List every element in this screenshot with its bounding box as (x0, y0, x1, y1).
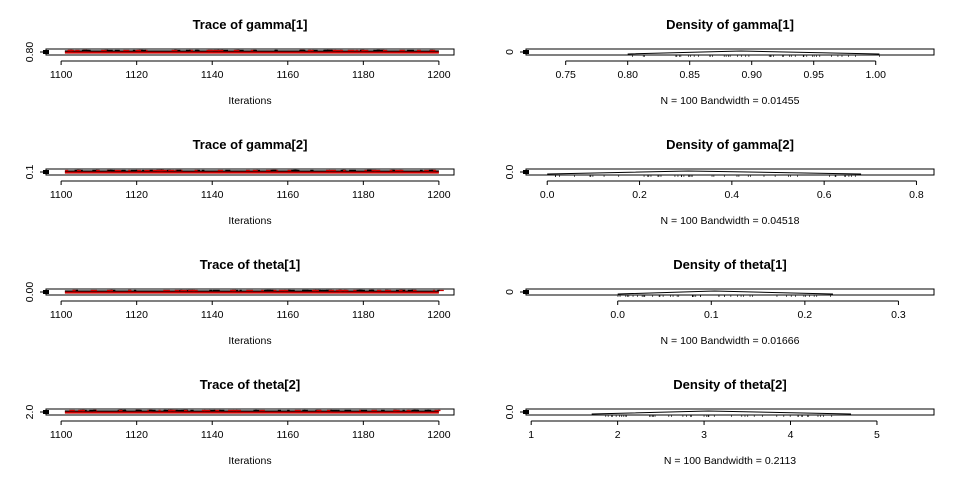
axis-marker (523, 290, 529, 294)
panel-title: Trace of theta[2] (200, 377, 300, 392)
panel-title: Trace of gamma[1] (193, 17, 308, 32)
x-tick-label: 0.75 (555, 69, 576, 81)
x-tick-label: 4 (788, 429, 794, 441)
x-tick-label: 0.2 (798, 309, 813, 321)
x-tick-label: 1120 (125, 429, 148, 441)
x-tick-label: 1200 (427, 69, 451, 81)
panel-5: Density of theta[1] 0.0 0.1 0.2 0.3 0 N = 100 … (504, 257, 935, 347)
y-tick-label: 2.0 (24, 405, 36, 420)
x-tick-label: 1160 (276, 309, 299, 321)
panel-3: Density of gamma[2] 0.0 0.2 0.4 0.6 0.8 0.0 N =… (504, 137, 935, 227)
x-tick-label: 1180 (352, 69, 375, 81)
axis-marker (523, 170, 529, 174)
x-tick-label: 1.00 (865, 69, 886, 81)
x-tick-label: 1140 (201, 429, 224, 441)
x-tick-label: 0.0 (610, 309, 625, 321)
x-tick-label: 5 (874, 429, 880, 441)
panel-title: Density of gamma[1] (666, 17, 794, 32)
axis-marker (43, 290, 49, 294)
x-tick-label: 0.0 (540, 189, 555, 201)
x-tick-label: 1100 (50, 309, 73, 321)
x-axis-label: N = 100 Bandwidth = 0.01666 (661, 335, 800, 347)
x-tick-label: 1120 (125, 69, 148, 81)
y-tick-label: 0.0 (504, 165, 516, 180)
x-tick-label: 0.95 (803, 69, 824, 81)
y-tick-label: 0.80 (24, 42, 36, 63)
x-tick-label: 1140 (201, 69, 224, 81)
x-tick-label: 1160 (276, 69, 299, 81)
x-tick-label: 1180 (352, 429, 375, 441)
x-tick-label: 0.80 (617, 69, 638, 81)
panel-title: Density of gamma[2] (666, 137, 794, 152)
x-tick-label: 1140 (201, 189, 224, 201)
density-curve (591, 410, 852, 415)
x-axis-label: Iterations (228, 335, 271, 347)
x-tick-label: 1140 (201, 309, 224, 321)
axis-marker (43, 410, 49, 414)
x-tick-label: 3 (701, 429, 707, 441)
plot-frame (525, 288, 935, 296)
x-tick-label: 1200 (427, 309, 451, 321)
x-tick-label: 1100 (50, 189, 73, 201)
x-tick-label: 0.3 (891, 309, 906, 321)
density-curve (547, 170, 862, 175)
x-tick-label: 0.8 (909, 189, 924, 201)
panel-0: Trace of gamma[1] 1100 1120 1140 1160 1180 120… (24, 17, 455, 107)
x-tick-label: 0.6 (817, 189, 832, 201)
x-tick-label: 0.4 (725, 189, 740, 201)
x-axis-label: N = 100 Bandwidth = 0.04518 (661, 215, 800, 227)
x-tick-label: 0.85 (679, 69, 700, 81)
y-tick-label: 0.1 (24, 165, 36, 180)
x-tick-label: 0.90 (741, 69, 762, 81)
panel-title: Density of theta[1] (673, 257, 786, 272)
plot-frame (525, 408, 935, 416)
axis-marker (523, 50, 529, 54)
x-tick-label: 1120 (125, 309, 148, 321)
x-tick-label: 1180 (352, 189, 375, 201)
x-axis-label: N = 100 Bandwidth = 0.01455 (661, 95, 800, 107)
x-tick-label: 1160 (276, 189, 299, 201)
panel-title: Trace of gamma[2] (193, 137, 308, 152)
panel-title: Trace of theta[1] (200, 257, 300, 272)
panel-1: Density of gamma[1] 0.75 0.80 0.85 0.90 0.95 1… (504, 17, 935, 107)
density-curve (627, 50, 880, 55)
y-tick-label: 0.00 (24, 282, 36, 303)
panel-6: Trace of theta[2] 1100 1120 1140 1160 1180 120… (24, 377, 455, 467)
x-axis-label: N = 100 Bandwidth = 0.2113 (664, 455, 796, 467)
x-tick-label: 1120 (125, 189, 148, 201)
density-curve (617, 290, 833, 295)
x-axis-label: Iterations (228, 215, 271, 227)
x-tick-label: 1100 (50, 429, 73, 441)
axis-marker (43, 170, 49, 174)
panel-title: Density of theta[2] (673, 377, 786, 392)
x-axis-label: Iterations (228, 455, 271, 467)
x-tick-label: 1200 (427, 189, 451, 201)
x-tick-label: 1200 (427, 429, 451, 441)
x-tick-label: 0.1 (704, 309, 719, 321)
y-tick-label: 0 (504, 49, 516, 55)
axis-marker (523, 410, 529, 414)
y-tick-label: 0.0 (504, 405, 516, 420)
axis-marker (43, 50, 49, 54)
x-tick-label: 0.2 (632, 189, 647, 201)
panel-2: Trace of gamma[2] 1100 1120 1140 1160 1180 120… (24, 137, 455, 227)
y-tick-label: 0 (504, 289, 516, 295)
panel-7: Density of theta[2] 1 2 3 4 5 0.0 N = 100 Bandw… (504, 377, 935, 467)
x-tick-label: 2 (615, 429, 621, 441)
x-axis-label: Iterations (228, 95, 271, 107)
x-tick-label: 1100 (50, 69, 73, 81)
x-tick-label: 1 (528, 429, 534, 441)
x-tick-label: 1160 (276, 429, 299, 441)
x-tick-label: 1180 (352, 309, 375, 321)
panel-4: Trace of theta[1] 1100 1120 1140 1160 1180 120… (24, 257, 455, 347)
